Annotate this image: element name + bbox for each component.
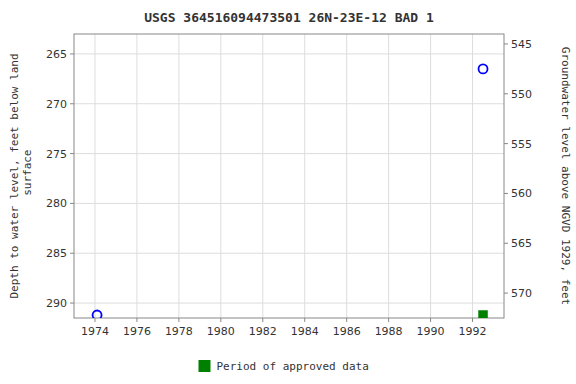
x-tick-label: 1974 [81, 325, 109, 338]
y-tick [70, 153, 74, 154]
grid-line-x [220, 34, 221, 318]
y2-tick [504, 143, 508, 144]
grid-line-x [472, 34, 473, 318]
x-tick [262, 318, 263, 322]
grid-line-x [346, 34, 347, 318]
grid-line-y [74, 303, 504, 304]
x-tick-label: 1992 [459, 325, 487, 338]
y2-tick-label: 565 [511, 237, 532, 250]
x-tick [178, 318, 179, 322]
plot-frame [74, 34, 504, 318]
y-tick-label: 270 [46, 98, 67, 111]
y2-tick [504, 243, 508, 244]
grid-line-y [74, 53, 504, 54]
x-tick [304, 318, 305, 322]
x-tick [346, 318, 347, 322]
circle-marker [479, 64, 488, 73]
legend-swatch [199, 360, 211, 372]
square-marker [479, 311, 487, 318]
grid-line-x [388, 34, 389, 318]
chart-title: USGS 364516094473501 26N-23E-12 BAD 1 [144, 10, 434, 25]
x-tick [94, 318, 95, 322]
y2-tick-label: 545 [511, 38, 532, 51]
grid-line-y [74, 203, 504, 204]
y2-tick-label: 560 [511, 187, 532, 200]
circle-marker [93, 311, 102, 318]
y-axis-label-line: surface [21, 150, 34, 203]
x-tick [136, 318, 137, 322]
legend-label: Period of approved data [217, 360, 369, 373]
y-tick-label: 265 [46, 48, 67, 61]
grid-line-x [262, 34, 263, 318]
y-tick [70, 203, 74, 204]
grid [74, 34, 504, 318]
y-tick-label: 285 [46, 247, 67, 260]
grid-line-y [74, 103, 504, 104]
x-axis: 1974 1976 1978 1980 1982 1984 1986 1988 1990 1992 [81, 318, 487, 338]
y2-tick-label: 550 [511, 88, 532, 101]
y2-axis: 570 565 560 555 550 545 [504, 38, 532, 300]
y2-tick [504, 293, 508, 294]
y-tick [70, 303, 74, 304]
y-tick [70, 253, 74, 254]
x-tick-label: 1980 [207, 325, 235, 338]
x-tick-label: 1976 [123, 325, 151, 338]
y-tick-label: 275 [46, 148, 67, 161]
x-tick-label: 1988 [375, 325, 403, 338]
y2-tick [504, 43, 508, 44]
x-tick-label: 1984 [291, 325, 319, 338]
y2-tick-label: 555 [511, 138, 532, 151]
x-tick [220, 318, 221, 322]
grid-line-y [74, 153, 504, 154]
x-tick [430, 318, 431, 322]
y-axis-label-line: Depth to water level, feet below land [8, 53, 21, 298]
y-tick [70, 103, 74, 104]
y-axis-label: Depth to water level, feet below land su… [8, 53, 34, 298]
y-tick-label: 280 [46, 197, 67, 210]
x-tick [472, 318, 473, 322]
y2-tick [504, 93, 508, 94]
points [93, 64, 488, 318]
y2-axis-label: Groundwater level above NGVD 1929, feet [559, 47, 572, 305]
grid-line-x [136, 34, 137, 318]
x-tick [388, 318, 389, 322]
grid-line-x [304, 34, 305, 318]
y2-tick [504, 193, 508, 194]
x-tick-label: 1986 [333, 325, 361, 338]
x-tick-label: 1982 [249, 325, 277, 338]
grid-line-y [74, 253, 504, 254]
grid-line-x [178, 34, 179, 318]
x-tick-label: 1990 [417, 325, 445, 338]
y-axis: 265 270 275 280 285 290 [46, 48, 74, 310]
grid-line-x [94, 34, 95, 318]
grid-line-x [430, 34, 431, 318]
x-tick-label: 1978 [165, 325, 193, 338]
y2-tick-label: 570 [511, 287, 532, 300]
y-tick-label: 290 [46, 297, 67, 310]
y-tick [70, 53, 74, 54]
legend: Period of approved data [199, 360, 369, 373]
